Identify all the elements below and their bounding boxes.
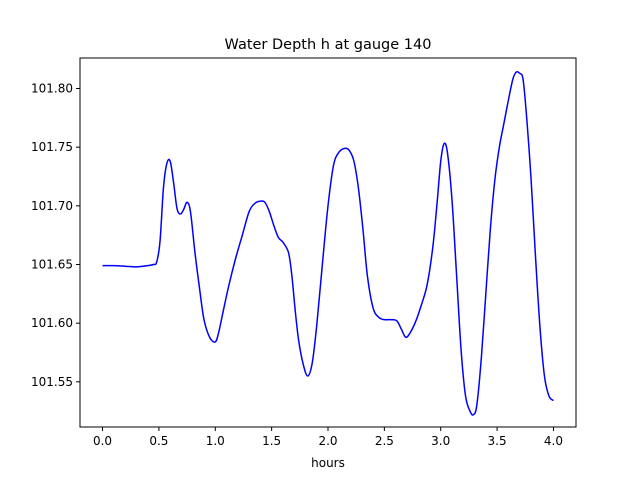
- series-line-0: [102, 70, 554, 416]
- x-tick-label: 3.5: [488, 434, 507, 448]
- plot-area: [102, 70, 554, 416]
- y-tick-label: 101.65: [31, 257, 73, 271]
- y-tick-label: 101.70: [31, 199, 73, 213]
- y-tick-label: 101.55: [31, 375, 73, 389]
- x-tick-label: 1.5: [262, 434, 281, 448]
- x-axis: 0.0 0.5 1.0 1.5 2.0 2.5 3.0 3.5 4.0: [93, 427, 563, 448]
- x-tick-label: 2.5: [375, 434, 394, 448]
- x-tick-label: 4.0: [544, 434, 563, 448]
- x-tick-label: 1.0: [206, 434, 225, 448]
- chart-title: Water Depth h at gauge 140: [225, 37, 432, 53]
- x-tick-label: 2.0: [318, 434, 337, 448]
- y-tick-label: 101.75: [31, 140, 73, 154]
- y-axis: 101.55 101.60 101.65 101.70 101.75 101.80: [31, 82, 80, 389]
- x-tick-label: 0.5: [149, 434, 168, 448]
- x-axis-label: hours: [311, 456, 345, 470]
- x-tick-label: 0.0: [93, 434, 112, 448]
- plot-frame: [79, 57, 577, 428]
- y-tick-label: 101.80: [31, 82, 73, 96]
- x-tick-label: 3.0: [431, 434, 450, 448]
- y-tick-label: 101.60: [31, 316, 73, 330]
